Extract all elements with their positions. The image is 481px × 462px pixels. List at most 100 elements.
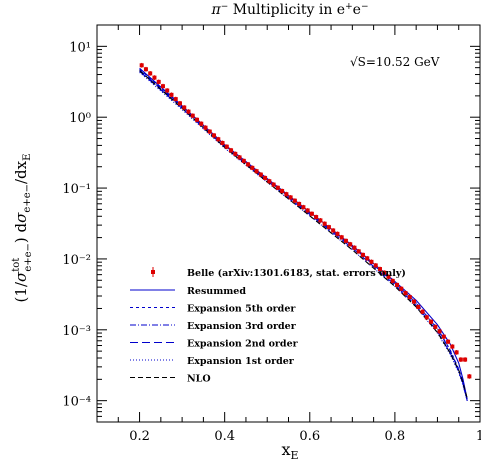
data-point — [182, 105, 187, 110]
data-point — [297, 201, 302, 206]
series-resummed — [139, 67, 468, 400]
legend-label: Expansion 5th order — [187, 304, 296, 315]
x-tick-label: 1 — [476, 429, 481, 444]
legend-data-marker — [151, 270, 155, 274]
data-point — [195, 117, 200, 122]
data-point — [207, 129, 212, 134]
data-point — [322, 221, 327, 226]
data-point — [148, 71, 153, 76]
data-point — [139, 63, 144, 68]
data-point — [258, 172, 263, 177]
x-tick-label: 0.8 — [385, 429, 406, 444]
data-point — [348, 242, 353, 247]
data-point — [441, 334, 446, 339]
legend: Belle (arXiv:1301.6183, stat. errors onl… — [130, 267, 406, 385]
data-point — [339, 235, 344, 240]
series-expansion-3rd-order — [139, 69, 468, 401]
y-tick-label: 10⁻⁴ — [62, 395, 91, 410]
data-point — [407, 295, 412, 300]
data-point — [390, 278, 395, 283]
data-point — [352, 245, 357, 250]
series-expansion-2nd-order — [139, 70, 468, 401]
data-point — [241, 158, 246, 163]
data-point — [429, 319, 434, 324]
data-point — [369, 259, 374, 264]
data-point — [335, 231, 340, 236]
data-point — [267, 179, 272, 184]
data-point — [280, 188, 285, 193]
data-point — [463, 357, 468, 362]
data-point — [152, 75, 157, 80]
data-point — [275, 185, 280, 190]
data-point — [450, 344, 455, 349]
data-point — [190, 113, 195, 118]
data-point — [203, 125, 208, 130]
data-point — [386, 274, 391, 279]
x-tick-label: 0.4 — [214, 429, 235, 444]
data-point — [382, 270, 387, 275]
y-tick-label: 10⁰ — [69, 111, 91, 126]
svg-text:xE: xE — [281, 440, 298, 462]
energy-annotation: √S=10.52 GeV — [350, 55, 440, 69]
data-point — [233, 151, 238, 156]
data-point — [305, 208, 310, 213]
data-point — [424, 315, 429, 320]
legend-label: NLO — [187, 374, 211, 385]
x-axis-label: xE — [281, 440, 298, 462]
data-point — [220, 140, 225, 145]
data-point — [177, 101, 182, 106]
title: π− Multiplicity in e+e− — [211, 2, 369, 18]
data-point — [377, 267, 382, 272]
legend-data-label: Belle (arXiv:1301.6183, stat. errors onl… — [187, 268, 406, 279]
data-point — [288, 195, 293, 200]
data-point — [212, 133, 217, 138]
data-point — [331, 228, 336, 233]
series-expansion-5th-order — [139, 68, 468, 401]
data-point — [446, 339, 451, 344]
series-nlo — [139, 70, 468, 399]
series-expansion-1st-order — [139, 71, 468, 401]
data-point — [433, 324, 438, 329]
legend-label: Expansion 2nd order — [187, 339, 299, 350]
data-point — [301, 205, 306, 210]
data-point — [373, 263, 378, 268]
data-point — [356, 249, 361, 254]
data-point — [399, 286, 404, 291]
y-tick-label: 10⁻³ — [62, 324, 91, 339]
chart-title: π− Multiplicity in e+e− — [211, 2, 369, 18]
data-point — [199, 121, 204, 126]
data-point — [263, 175, 268, 180]
data-point — [326, 225, 331, 230]
data-point — [271, 182, 276, 187]
data-point — [229, 148, 234, 153]
y-tick-label: 10¹ — [69, 40, 91, 55]
y-axis-label: (1/σtote+e−) dσe+e−/dxE — [11, 154, 34, 303]
data-point — [216, 137, 221, 142]
data-point — [360, 252, 365, 257]
data-point — [173, 97, 178, 102]
data-point — [395, 282, 400, 287]
data-point — [309, 211, 314, 216]
data-point — [454, 350, 459, 355]
data-point — [165, 88, 170, 93]
data-point — [365, 256, 370, 261]
legend-label: Expansion 1st order — [187, 356, 295, 367]
legend-label: Expansion 3rd order — [187, 321, 297, 332]
x-tick-label: 0.6 — [299, 429, 320, 444]
x-tick-label: 0.2 — [129, 429, 150, 444]
x-axis-ticks: 0.2 0.4 0.6 0.8 1 — [96, 25, 481, 444]
data-point — [186, 109, 191, 114]
data-point — [314, 215, 319, 220]
model-curves — [139, 67, 468, 401]
data-point — [458, 357, 463, 362]
data-point — [416, 304, 421, 309]
y-tick-label: 10⁻² — [62, 253, 91, 268]
y-axis-ticks: 10⁻⁴ 10⁻³ 10⁻² 10⁻¹ 10⁰ 10¹ — [62, 24, 480, 423]
data-point — [292, 198, 297, 203]
belle-data-points — [139, 62, 472, 379]
data-point — [343, 238, 348, 243]
data-point — [143, 67, 148, 72]
data-point — [237, 155, 242, 160]
data-point — [250, 165, 255, 170]
